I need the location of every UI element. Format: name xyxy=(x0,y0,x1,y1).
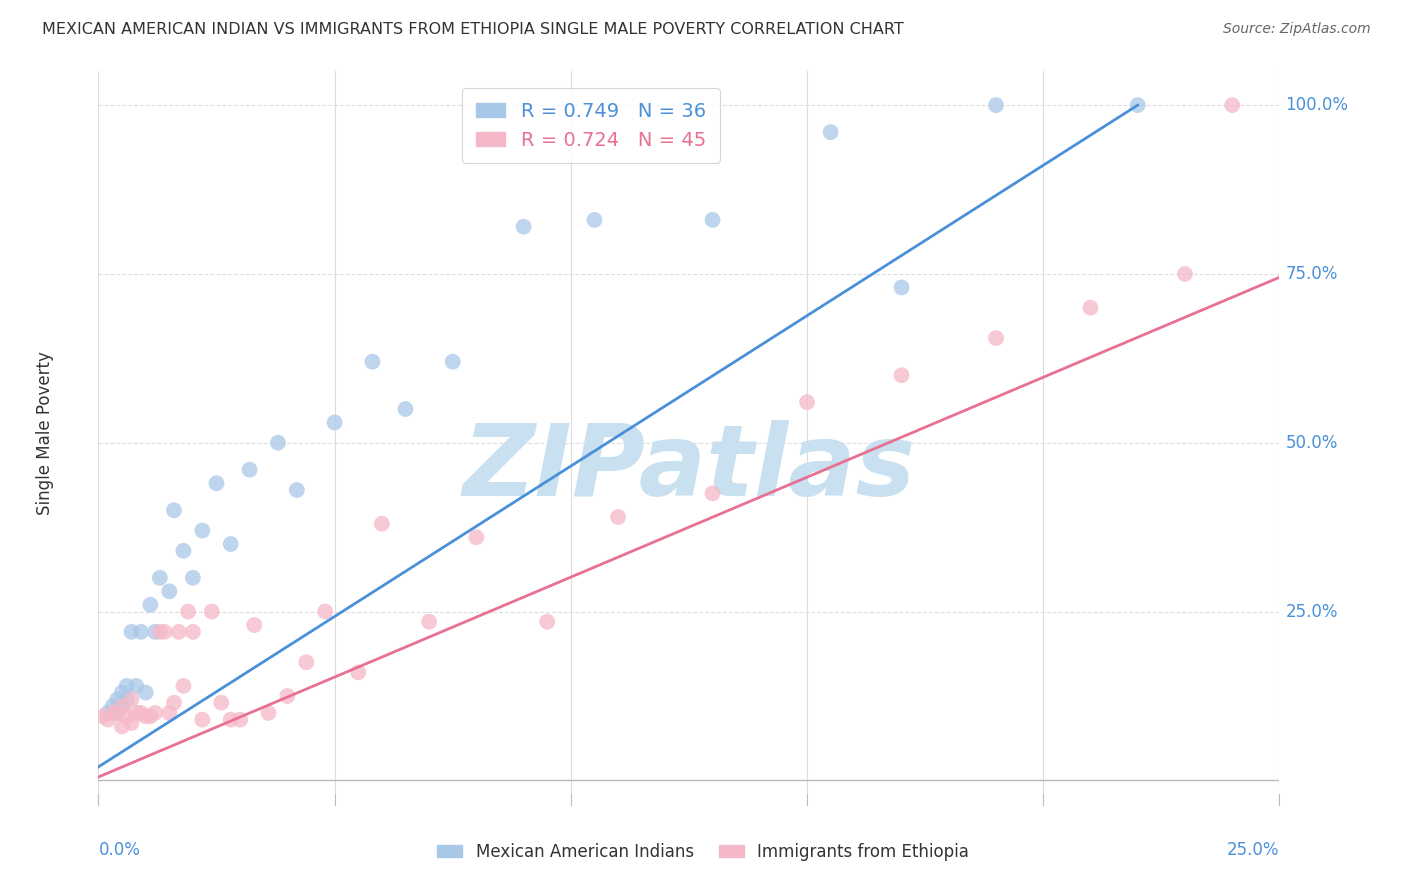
Point xyxy=(239,463,262,477)
Point xyxy=(121,624,143,639)
Point xyxy=(702,486,724,500)
Point xyxy=(111,699,134,714)
Point xyxy=(101,706,124,720)
Point xyxy=(172,679,194,693)
Point xyxy=(243,618,266,632)
Point xyxy=(583,213,606,227)
Point xyxy=(1174,267,1197,281)
Point xyxy=(219,713,242,727)
Point xyxy=(219,537,242,551)
Text: 100.0%: 100.0% xyxy=(1285,96,1348,114)
Point xyxy=(1220,98,1243,112)
Point xyxy=(191,713,214,727)
Point xyxy=(181,571,204,585)
Text: Source: ZipAtlas.com: Source: ZipAtlas.com xyxy=(1223,22,1371,37)
Point xyxy=(163,696,186,710)
Point xyxy=(295,655,318,669)
Text: 75.0%: 75.0% xyxy=(1285,265,1337,283)
Text: 50.0%: 50.0% xyxy=(1285,434,1337,451)
Point xyxy=(205,476,228,491)
Point xyxy=(536,615,558,629)
Point xyxy=(177,605,200,619)
Point xyxy=(153,624,176,639)
Legend: R = 0.749   N = 36, R = 0.724   N = 45: R = 0.749 N = 36, R = 0.724 N = 45 xyxy=(463,88,720,163)
Point xyxy=(129,706,152,720)
Point xyxy=(125,679,148,693)
Point xyxy=(1080,301,1102,315)
Point xyxy=(157,584,180,599)
Point xyxy=(157,706,180,720)
Point xyxy=(512,219,534,234)
Point xyxy=(115,709,138,723)
Point xyxy=(97,706,120,720)
Point xyxy=(371,516,394,531)
Text: ZIPatlas: ZIPatlas xyxy=(463,420,915,517)
Point xyxy=(97,713,120,727)
Point xyxy=(820,125,842,139)
Point xyxy=(1126,98,1149,112)
Text: 25.0%: 25.0% xyxy=(1285,603,1339,621)
Point xyxy=(139,709,162,723)
Point xyxy=(890,368,912,383)
Point xyxy=(149,624,172,639)
Point xyxy=(163,503,186,517)
Point xyxy=(115,692,138,706)
Point xyxy=(702,213,724,227)
Point xyxy=(139,598,162,612)
Point xyxy=(135,709,157,723)
Point xyxy=(149,571,172,585)
Point xyxy=(229,713,252,727)
Point xyxy=(796,395,818,409)
Point xyxy=(441,355,464,369)
Point xyxy=(191,524,214,538)
Point xyxy=(276,689,298,703)
Point xyxy=(167,624,190,639)
Point xyxy=(143,706,166,720)
Point xyxy=(257,706,280,720)
Point xyxy=(111,699,134,714)
Point xyxy=(105,706,128,720)
Point xyxy=(121,716,143,731)
Legend: Mexican American Indians, Immigrants from Ethiopia: Mexican American Indians, Immigrants fro… xyxy=(430,837,976,868)
Point xyxy=(361,355,384,369)
Point xyxy=(285,483,308,497)
Point xyxy=(984,98,1007,112)
Text: 25.0%: 25.0% xyxy=(1227,841,1279,859)
Point xyxy=(172,543,194,558)
Point xyxy=(347,665,370,680)
Text: Single Male Poverty: Single Male Poverty xyxy=(37,351,55,515)
Point xyxy=(607,510,630,524)
Point xyxy=(135,685,157,699)
Point xyxy=(143,624,166,639)
Point xyxy=(101,699,124,714)
Point xyxy=(890,280,912,294)
Point xyxy=(111,719,134,733)
Point xyxy=(121,692,143,706)
Point xyxy=(111,685,134,699)
Point xyxy=(984,331,1007,345)
Point xyxy=(91,709,114,723)
Point xyxy=(115,679,138,693)
Point xyxy=(201,605,224,619)
Text: 0.0%: 0.0% xyxy=(98,841,141,859)
Point xyxy=(181,624,204,639)
Point xyxy=(323,416,346,430)
Point xyxy=(465,530,488,544)
Point xyxy=(418,615,440,629)
Point xyxy=(105,692,128,706)
Point xyxy=(314,605,336,619)
Point xyxy=(267,435,290,450)
Text: MEXICAN AMERICAN INDIAN VS IMMIGRANTS FROM ETHIOPIA SINGLE MALE POVERTY CORRELAT: MEXICAN AMERICAN INDIAN VS IMMIGRANTS FR… xyxy=(42,22,904,37)
Point xyxy=(394,402,416,417)
Point xyxy=(125,706,148,720)
Point xyxy=(105,706,128,720)
Point xyxy=(129,624,152,639)
Point xyxy=(209,696,232,710)
